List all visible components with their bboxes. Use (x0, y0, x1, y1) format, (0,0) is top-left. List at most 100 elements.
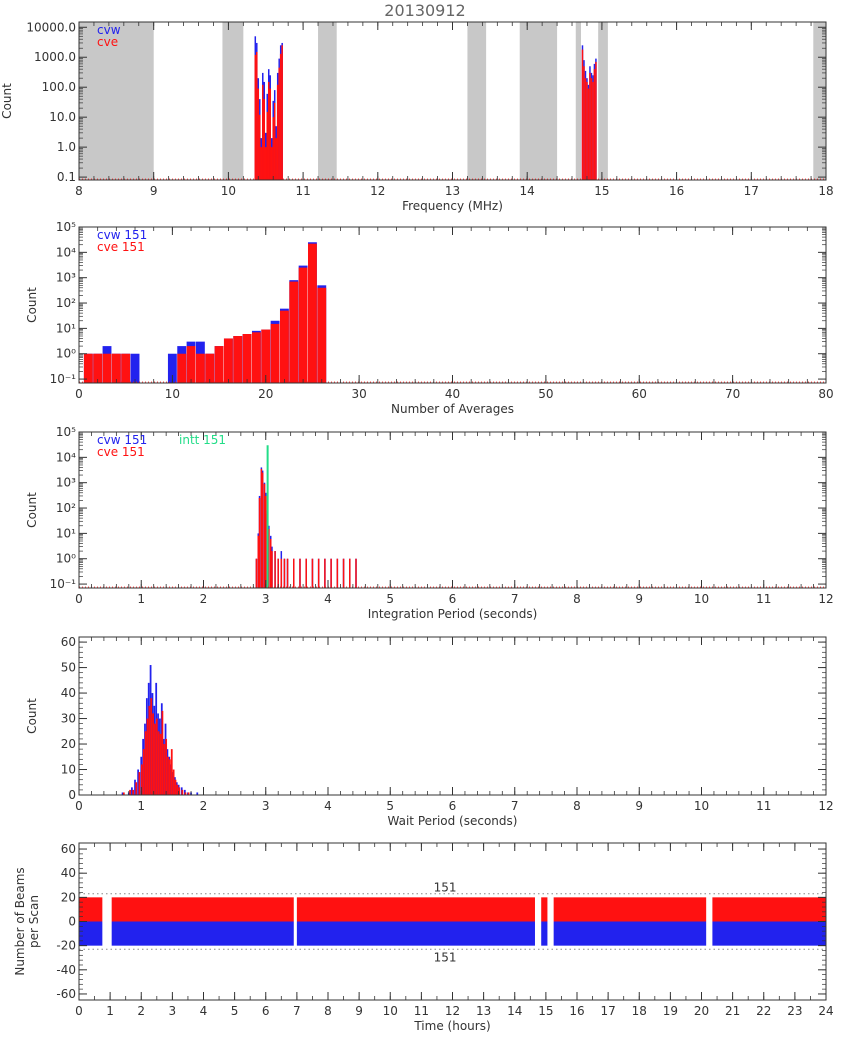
y-axis-label: Count (25, 287, 39, 323)
cve-bar (593, 69, 596, 180)
cve-beam-block (712, 897, 826, 922)
cve-bar (154, 723, 156, 795)
cve-bar (254, 54, 257, 180)
cve-bar (181, 789, 184, 795)
x-axis-label: Wait Period (seconds) (388, 814, 518, 828)
x-tick-label: 8 (324, 1004, 332, 1018)
x-tick-label: 9 (635, 799, 643, 813)
cvw-bar (167, 353, 177, 383)
cve-bar (283, 558, 286, 588)
cve-bar (233, 336, 243, 383)
cve-bar (148, 705, 151, 795)
x-tick-label: 18 (632, 1004, 647, 1018)
x-tick-label: 4 (324, 592, 332, 606)
cvw-beam-block (79, 921, 103, 946)
cve-beam-block (553, 897, 707, 922)
x-tick-label: 6 (449, 592, 457, 606)
x-tick-label: 10 (694, 799, 709, 813)
integration-panel: 0 1 2 3 4 5 6 7 8 9 10 11 1210⁻¹10⁰10¹10²10³10⁴10⁵In… (25, 425, 834, 621)
x-tick-label: 12 (445, 1004, 460, 1018)
cve-bar (272, 117, 274, 180)
cve-bar (270, 147, 273, 180)
cve-bar (266, 111, 268, 180)
cve-bar (584, 78, 587, 180)
cve-bar (259, 114, 261, 180)
legend-entry: cve (97, 35, 118, 49)
x-tick-label: 7 (293, 1004, 301, 1018)
shaded-band (575, 22, 581, 180)
y-tick-label: 10⁵ (56, 425, 76, 439)
x-tick-label: 8 (573, 592, 581, 606)
x-tick-label: 22 (756, 1004, 771, 1018)
x-tick-label: 20 (258, 387, 273, 401)
x-tick-label: 15 (538, 1004, 553, 1018)
x-tick-label: 6 (449, 799, 457, 813)
y-tick-label: 10³ (56, 476, 76, 490)
x-tick-label: 80 (818, 387, 833, 401)
cvw-beam-block (553, 921, 707, 946)
cve-bar (176, 784, 179, 795)
cve-bar (311, 558, 314, 588)
x-tick-label: 11 (295, 184, 310, 198)
intt-bar (266, 445, 269, 588)
cve-bar (289, 281, 299, 383)
y-tick-label: 1000.0 (34, 50, 76, 64)
cve-bar (174, 779, 177, 795)
x-tick-label: 13 (445, 184, 460, 198)
cve-bar (167, 756, 169, 795)
cve-bar (135, 782, 138, 795)
x-tick-label: 8 (573, 799, 581, 813)
legend-entry: intt 151 (179, 433, 226, 447)
cve-bar (187, 792, 190, 795)
x-tick-label: 40 (445, 387, 460, 401)
cvw-bar (196, 792, 199, 795)
cve-bar (223, 338, 233, 383)
y-axis-label: Count (25, 698, 39, 734)
y-tick-label: 10¹ (56, 321, 76, 335)
cve-bar (277, 558, 279, 588)
cve-bar (205, 353, 215, 383)
cve-bar (261, 329, 271, 383)
cve-bar (281, 45, 283, 180)
x-tick-label: 11 (756, 592, 771, 606)
cve-bar (242, 334, 252, 383)
x-tick-label: 4 (200, 1004, 208, 1018)
reference-label: 151 (434, 950, 457, 964)
cve-bar (269, 539, 272, 588)
x-tick-label: 13 (476, 1004, 491, 1018)
cve-bar (122, 792, 125, 795)
y-tick-label: -60 (56, 987, 76, 1001)
x-tick-label: 70 (725, 387, 740, 401)
y-tick-label: 10⁴ (56, 245, 76, 259)
cve-bar (355, 558, 357, 588)
cve-bar (263, 99, 266, 180)
averages-panel: 0 10 20 30 40 50 60 70 80 10⁻¹ 10⁰ 10¹ 10² 10³ 10⁴ 10⁵ N… (25, 220, 834, 416)
cve-bar (165, 738, 168, 795)
cve-bar (129, 789, 131, 795)
x-tick-label: 17 (744, 184, 759, 198)
x-tick-label: 9 (355, 1004, 363, 1018)
x-tick-label: 7 (511, 799, 519, 813)
shaded-band (318, 22, 337, 180)
shaded-band (79, 22, 154, 180)
cve-bar (262, 84, 264, 180)
x-tick-label: 1 (137, 799, 145, 813)
x-tick-label: 10 (221, 184, 236, 198)
cve-bar (260, 468, 263, 588)
y-tick-label: 100.0 (42, 80, 76, 94)
y-tick-label: 40 (61, 686, 76, 700)
cve-bar (279, 310, 289, 383)
cve-bar (102, 353, 112, 383)
x-tick-label: 12 (818, 799, 833, 813)
cve-bar (178, 787, 181, 795)
cve-bar (275, 138, 277, 180)
y-tick-label: 10³ (56, 271, 76, 285)
x-tick-label: 11 (756, 799, 771, 813)
y-tick-label: 10.0 (49, 110, 76, 124)
y-tick-label: 30 (61, 712, 76, 726)
x-tick-label: 60 (632, 387, 647, 401)
x-tick-label: 2 (137, 1004, 145, 1018)
cve-bar (155, 718, 158, 795)
